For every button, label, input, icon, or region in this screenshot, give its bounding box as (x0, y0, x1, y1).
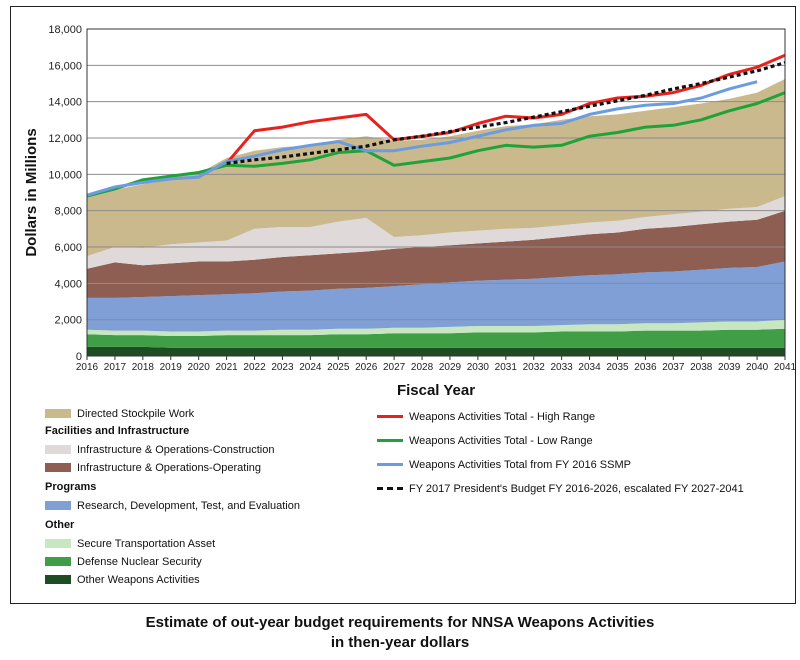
y-tick-label: 16,000 (48, 60, 82, 72)
x-tick-label: 2033 (551, 362, 574, 373)
y-tick-label: 10,000 (48, 169, 82, 181)
area-secure-transportation-asset (87, 319, 785, 336)
legend-swatch (45, 575, 71, 584)
legend-line-sample (377, 463, 403, 466)
x-tick-label: 2038 (690, 362, 713, 373)
x-tick-label: 2027 (383, 362, 406, 373)
area-research-development-test-and-evaluation (87, 261, 785, 332)
figure-caption: Estimate of out-year budget requirements… (0, 614, 800, 651)
x-tick-label: 2030 (467, 362, 490, 373)
caption-line-2: in then-year dollars (330, 634, 470, 651)
legend-label: FY 2017 President's Budget FY 2016-2026,… (409, 483, 744, 495)
legend-lines: Weapons Activities Total - High Range Wea… (377, 410, 793, 510)
x-tick-label: 2028 (411, 362, 434, 373)
legend-line-sample (377, 415, 403, 418)
x-tick-label: 2039 (718, 362, 741, 373)
x-tick-label: 2023 (271, 362, 294, 373)
x-tick-label: 2021 (215, 362, 238, 373)
y-tick-label: 12,000 (48, 133, 82, 145)
legend-swatch (45, 409, 71, 418)
x-tick-label: 2020 (188, 362, 211, 373)
x-tick-label: 2019 (160, 362, 183, 373)
legend-heading-facilities-and-infrastructure: Facilities and Infrastructure (45, 425, 190, 437)
y-tick-label: 6,000 (54, 242, 82, 254)
area-infrastructure-operations-operating (87, 210, 785, 298)
x-tick-label: 2024 (299, 362, 322, 373)
x-tick-label: 2032 (523, 362, 546, 373)
legend-line-sample (377, 439, 403, 442)
x-tick-label: 2016 (76, 362, 99, 373)
legend-areas: Directed Stockpile Work Facilities and In… (45, 403, 375, 603)
y-tick-label: 14,000 (48, 97, 82, 109)
area-infrastructure-operations-construction (87, 196, 785, 269)
x-tick-label: 2022 (243, 362, 266, 373)
x-tick-label: 2035 (606, 362, 629, 373)
x-tick-label: 2041 (774, 362, 795, 373)
y-tick-label: 18,000 (48, 24, 82, 36)
legend-label: Weapons Activities Total - High Range (409, 411, 596, 423)
area-defense-nuclear-security (87, 328, 785, 348)
area-other-weapons-activities (87, 346, 785, 356)
x-tick-label: 2040 (746, 362, 769, 373)
plot-border (86, 28, 786, 357)
legend-label: Directed Stockpile Work (77, 408, 195, 420)
line-weapons-activities-total-low-range (86, 91, 786, 198)
area-directed-stockpile-work (87, 79, 785, 257)
line-fy-2017-president-s-budget-fy-2016-2026-escalated-fy-2027-2041 (226, 61, 786, 165)
x-tick-label: 2036 (634, 362, 657, 373)
chart-plot: 0 2,000 4,000 6,000 8,000 10,000 12,000 14,000 1… (23, 24, 795, 399)
legend-swatch (45, 463, 71, 472)
legend-label: Weapons Activities Total - Low Range (409, 435, 593, 447)
y-tick-label: 4,000 (54, 278, 82, 290)
legend-label: Weapons Activities Total from FY 2016 SS… (409, 459, 631, 471)
x-tick-label: 2018 (132, 362, 155, 373)
x-tick-label: 2026 (355, 362, 378, 373)
x-tick-label: 2029 (439, 362, 462, 373)
caption-line-1: Estimate of out-year budget requirements… (145, 614, 655, 631)
x-tick-label: 2031 (495, 362, 518, 373)
legend-label: Secure Transportation Asset (77, 538, 216, 550)
x-tick-label: 2017 (104, 362, 127, 373)
x-tick-label: 2025 (327, 362, 350, 373)
legend-heading-programs: Programs (45, 481, 97, 493)
line-weapons-activities-total-from-fy-2016-ssmp (86, 80, 758, 197)
x-tick-label: 2034 (578, 362, 601, 373)
legend-line-sample (377, 487, 403, 490)
x-axis-title: Fiscal Year (397, 382, 475, 399)
y-axis-title: Dollars in Millions (23, 128, 40, 256)
legend-swatch (45, 445, 71, 454)
legend-heading-other: Other (45, 519, 75, 531)
legend-label: Research, Development, Test, and Evaluat… (77, 500, 300, 512)
legend-label: Other Weapons Activities (77, 574, 200, 586)
y-tick-label: 2,000 (54, 315, 82, 327)
legend-swatch (45, 539, 71, 548)
x-tick-label: 2037 (662, 362, 685, 373)
y-tick-label: 8,000 (54, 206, 82, 218)
legend-label: Infrastructure & Operations-Operating (77, 462, 262, 474)
legend-label: Defense Nuclear Security (77, 556, 202, 568)
legend-label: Infrastructure & Operations-Construction (77, 444, 275, 456)
y-tick-label: 0 (76, 351, 82, 363)
legend-swatch (45, 557, 71, 566)
legend-swatch (45, 501, 71, 510)
chart-frame: 0 2,000 4,000 6,000 8,000 10,000 12,000 14,000 1… (10, 6, 796, 604)
line-weapons-activities-total-high-range (225, 53, 786, 165)
